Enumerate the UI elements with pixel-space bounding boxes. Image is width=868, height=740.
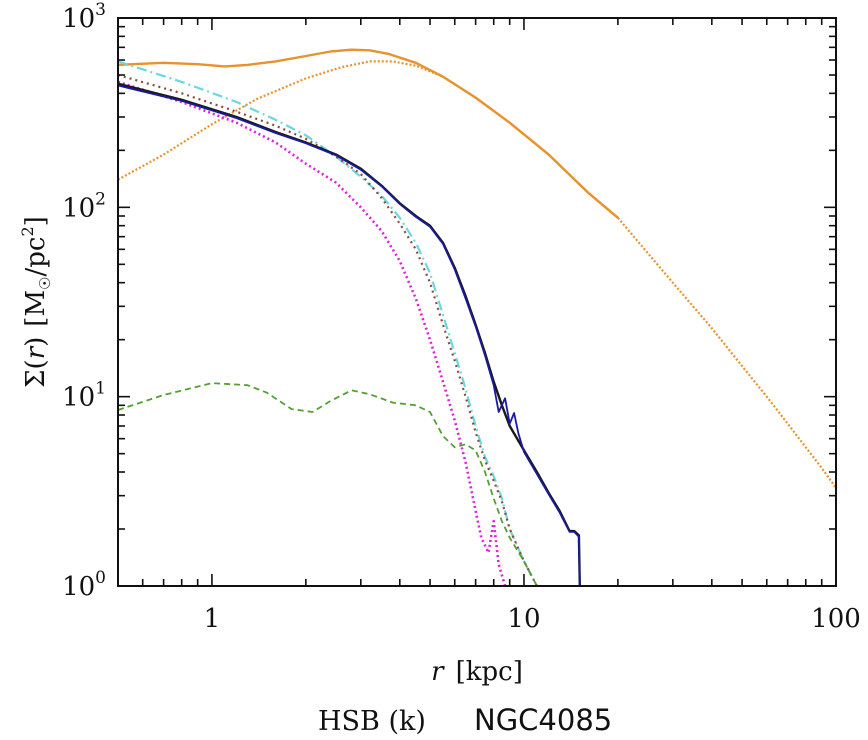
ticks-layer — [117, 17, 837, 587]
series-magenta-dotted — [118, 80, 507, 586]
caption-galaxy: NGC4085 — [474, 703, 612, 737]
y-tick-label: 100 — [62, 568, 106, 602]
series-black-solid — [118, 82, 581, 586]
y-tick-label: 101 — [62, 379, 106, 413]
x-tick-label: 10 — [507, 604, 540, 634]
labels-layer: 1 10 100 100 101 102 103 — [62, 0, 861, 634]
series-halo-tail — [617, 217, 836, 489]
series-navy-solid — [118, 84, 581, 586]
y-tick-label: 103 — [62, 0, 106, 34]
y-axis-label: Σ(r)[M☉/pc2] — [18, 216, 54, 388]
series-green-dashed — [118, 382, 538, 586]
x-tick-label: 1 — [204, 604, 221, 634]
series-layer — [118, 48, 836, 586]
x-tick-label: 100 — [811, 604, 861, 634]
plot-frame — [117, 17, 837, 587]
series-dark-matter-halo — [118, 60, 619, 219]
caption-category: HSB (k) — [318, 706, 426, 737]
x-axis-label: r [kpc] — [431, 657, 523, 687]
series-halo-total — [118, 48, 619, 219]
y-tick-label: 102 — [62, 189, 106, 223]
